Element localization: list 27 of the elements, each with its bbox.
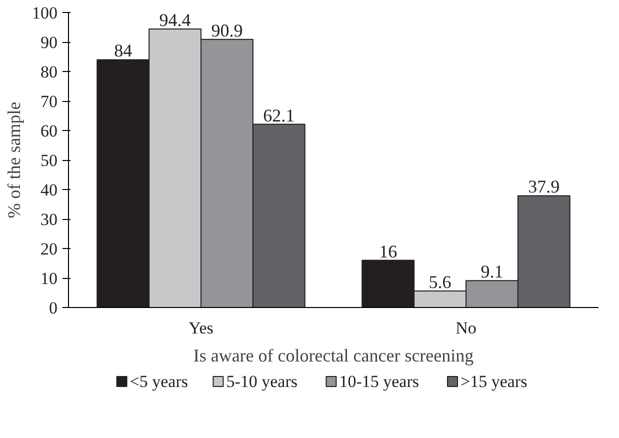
x-axis-title: Is aware of colorectal cancer screening [193,346,474,366]
y-axis-title: % of the sample [4,102,24,218]
y-tick-label: 0 [49,298,58,318]
data-label: 37.9 [528,176,560,197]
legend-label: >15 years [460,372,528,391]
x-tick-label: No [456,318,476,338]
y-tick-label: 40 [40,180,58,200]
data-label: 5.6 [428,272,452,292]
y-tick-label: 100 [32,4,58,22]
data-label: 84 [114,40,132,61]
y-tick-label: 20 [40,240,58,258]
data-label: 90.9 [211,20,243,40]
legend-label: 10-15 years [339,372,419,391]
legend-label: 5-10 years [226,372,298,391]
y-tick-label: 80 [40,62,58,82]
y-tick-label: 10 [40,269,58,288]
y-tick-label: 60 [40,122,58,140]
data-label: 94.4 [159,10,191,30]
x-tick-label: Yes [188,318,214,338]
y-tick-label: 70 [40,92,58,111]
y-tick-label: 90 [40,33,58,52]
y-tick-label: 30 [40,210,58,229]
y-tick-label: 50 [40,151,58,170]
data-label: 9.1 [480,262,504,282]
legend-label: <5 years [130,372,188,391]
data-label: 62.1 [263,105,295,126]
data-label: 16 [379,241,398,262]
